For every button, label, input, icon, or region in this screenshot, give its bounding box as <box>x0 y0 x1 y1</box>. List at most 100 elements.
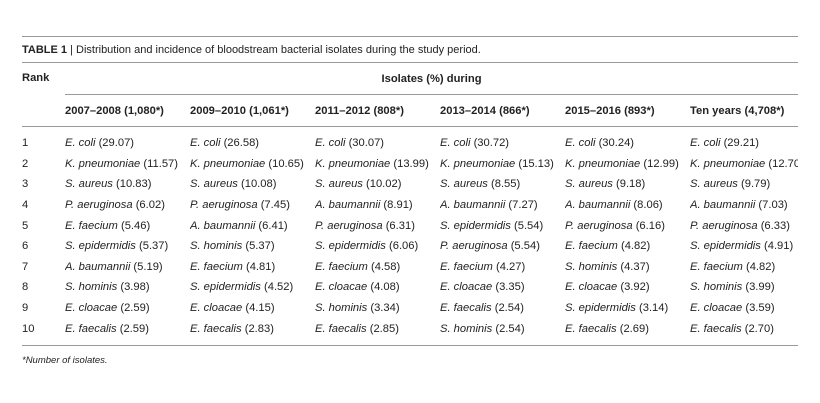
isolate-cell: E. cloacae (3.59) <box>690 298 798 319</box>
species-name: E. coli <box>690 137 721 150</box>
isolate-cell: K. pneumoniae (12.70) <box>690 154 798 175</box>
isolate-percent: (29.07) <box>95 137 135 150</box>
rank-cell: 4 <box>22 199 29 212</box>
species-name: S. epidermidis <box>315 240 386 253</box>
isolate-cell: S. hominis (4.37) <box>565 257 690 278</box>
isolate-cell: A. baumannii (8.06) <box>565 195 690 216</box>
isolate-percent: (6.33) <box>757 219 790 232</box>
table-row: 2 K. pneumoniae (11.57) K. pneumoniae (10.… <box>22 154 798 175</box>
species-name: S. aureus <box>440 178 488 191</box>
species-name: S. aureus <box>315 178 363 191</box>
isolate-percent: (3.98) <box>117 281 150 294</box>
species-name: E. faecium <box>565 240 618 253</box>
isolate-cell: E. faecium (5.46) <box>65 215 190 236</box>
isolate-cell: S. aureus (9.18) <box>565 174 690 195</box>
species-name: S. hominis <box>440 322 493 335</box>
isolate-percent: (3.59) <box>742 302 775 315</box>
isolate-percent: (5.37) <box>135 240 169 253</box>
caption-separator: | <box>67 44 77 56</box>
table-body: 1 E. coli (29.07) E. coli (26.58) E. coli (… <box>22 127 798 345</box>
isolate-percent: (6.02) <box>132 199 165 212</box>
species-name: A. baumannii <box>565 199 631 212</box>
isolate-percent: (5.46) <box>117 219 151 232</box>
isolate-percent: (7.45) <box>257 199 290 212</box>
isolate-percent: (3.14) <box>635 302 669 315</box>
isolate-percent: (11.57) <box>140 157 178 170</box>
period-header: 2009–2010 (1,061*) <box>190 94 315 127</box>
period-header: 2013–2014 (866*) <box>440 94 565 127</box>
isolate-cell: E. faecalis (2.70) <box>690 318 798 345</box>
isolate-percent: (5.37) <box>242 240 275 253</box>
species-name: E. faecium <box>190 260 243 273</box>
isolate-percent: (9.18) <box>612 178 646 191</box>
isolate-cell: S. epidermidis (5.37) <box>65 236 190 257</box>
isolate-cell: S. hominis (3.99) <box>690 277 798 298</box>
isolate-percent: (13.99) <box>390 157 429 170</box>
species-name: E. faecium <box>440 260 493 273</box>
isolate-percent: (2.54) <box>491 302 524 315</box>
isolate-percent: (5.19) <box>130 260 163 273</box>
species-name: E. coli <box>565 137 596 150</box>
isolate-cell: E. coli (29.07) <box>65 127 190 154</box>
species-name: K. pneumoniae <box>65 157 141 170</box>
isolate-percent: (2.69) <box>616 322 649 335</box>
rank-header: Rank <box>22 62 65 127</box>
rank-cell: 5 <box>22 219 29 232</box>
isolate-percent: (5.54) <box>507 240 540 253</box>
isolate-percent: (12.70) <box>768 157 799 170</box>
isolate-cell: P. aeruginosa (6.31) <box>315 215 440 236</box>
isolate-cell: K. pneumoniae (15.13) <box>440 154 565 175</box>
isolate-percent: (4.37) <box>617 260 650 273</box>
top-rule <box>22 36 798 37</box>
table-row: 8 S. hominis (3.98) S. epidermidis (4.52) E… <box>22 277 798 298</box>
isolate-cell: E. cloacae (3.92) <box>565 277 690 298</box>
period-header: 2015–2016 (893*) <box>565 94 690 127</box>
species-name: S. epidermidis <box>190 281 261 294</box>
isolate-percent: (4.82) <box>742 260 776 273</box>
isolate-cell: S. aureus (9.79) <box>690 174 798 195</box>
isolate-cell: E. faecalis (2.85) <box>315 318 440 345</box>
isolate-percent: (30.72) <box>470 137 510 150</box>
isolate-percent: (6.41) <box>255 219 288 232</box>
rank-cell: 6 <box>22 240 29 253</box>
table-row: 5 E. faecium (5.46) A. baumannii (6.41) P. … <box>22 215 798 236</box>
species-name: E. coli <box>190 137 221 150</box>
rank-cell: 2 <box>22 157 29 170</box>
table-row: 9 E. cloacae (2.59) E. cloacae (4.15) S. ho… <box>22 298 798 319</box>
isolate-cell: S. epidermidis (4.52) <box>190 277 315 298</box>
isolate-cell: E. faecium (4.27) <box>440 257 565 278</box>
species-name: E. coli <box>65 137 96 150</box>
isolate-cell: E. coli (29.21) <box>690 127 798 154</box>
isolate-cell: S. epidermidis (3.14) <box>565 298 690 319</box>
species-name: P. aeruginosa <box>690 219 758 232</box>
species-name: P. aeruginosa <box>565 219 633 232</box>
table-row: 1 E. coli (29.07) E. coli (26.58) E. coli (… <box>22 127 798 154</box>
period-header: 2011–2012 (808*) <box>315 94 440 127</box>
isolate-cell: S. aureus (10.08) <box>190 174 315 195</box>
isolate-cell: P. aeruginosa (6.33) <box>690 215 798 236</box>
isolate-cell: A. baumannii (5.19) <box>65 257 190 278</box>
isolate-percent: (4.27) <box>492 260 526 273</box>
species-name: A. baumannii <box>440 199 506 212</box>
bottom-rule <box>22 344 798 346</box>
isolate-cell: S. hominis (3.34) <box>315 298 440 319</box>
species-name: P. aeruginosa <box>190 199 258 212</box>
species-name: S. aureus <box>565 178 613 191</box>
header-row-periods: 2007–2008 (1,080*) 2009–2010 (1,061*) 2011… <box>22 94 799 127</box>
isolate-cell: E. faecium (4.58) <box>315 257 440 278</box>
isolate-cell: P. aeruginosa (6.16) <box>565 215 690 236</box>
species-name: S. aureus <box>65 178 113 191</box>
header-row-group: Rank Isolates (%) during <box>22 62 799 127</box>
isolate-cell: E. cloacae (2.59) <box>65 298 190 319</box>
species-name: S. hominis <box>65 281 118 294</box>
species-name: E. cloacae <box>565 281 618 294</box>
isolate-cell: E. faecalis (2.83) <box>190 318 315 345</box>
caption-label: TABLE 1 <box>22 44 68 56</box>
species-name: K. pneumoniae <box>565 157 641 170</box>
isolate-cell: E. cloacae (3.35) <box>440 277 565 298</box>
table-row: 7 A. baumannii (5.19) E. faecium (4.81) E. … <box>22 257 798 278</box>
species-name: E. faecalis <box>440 302 492 315</box>
isolate-percent: (4.58) <box>367 260 401 273</box>
species-name: P. aeruginosa <box>440 240 508 253</box>
isolate-percent: (26.58) <box>220 137 260 150</box>
